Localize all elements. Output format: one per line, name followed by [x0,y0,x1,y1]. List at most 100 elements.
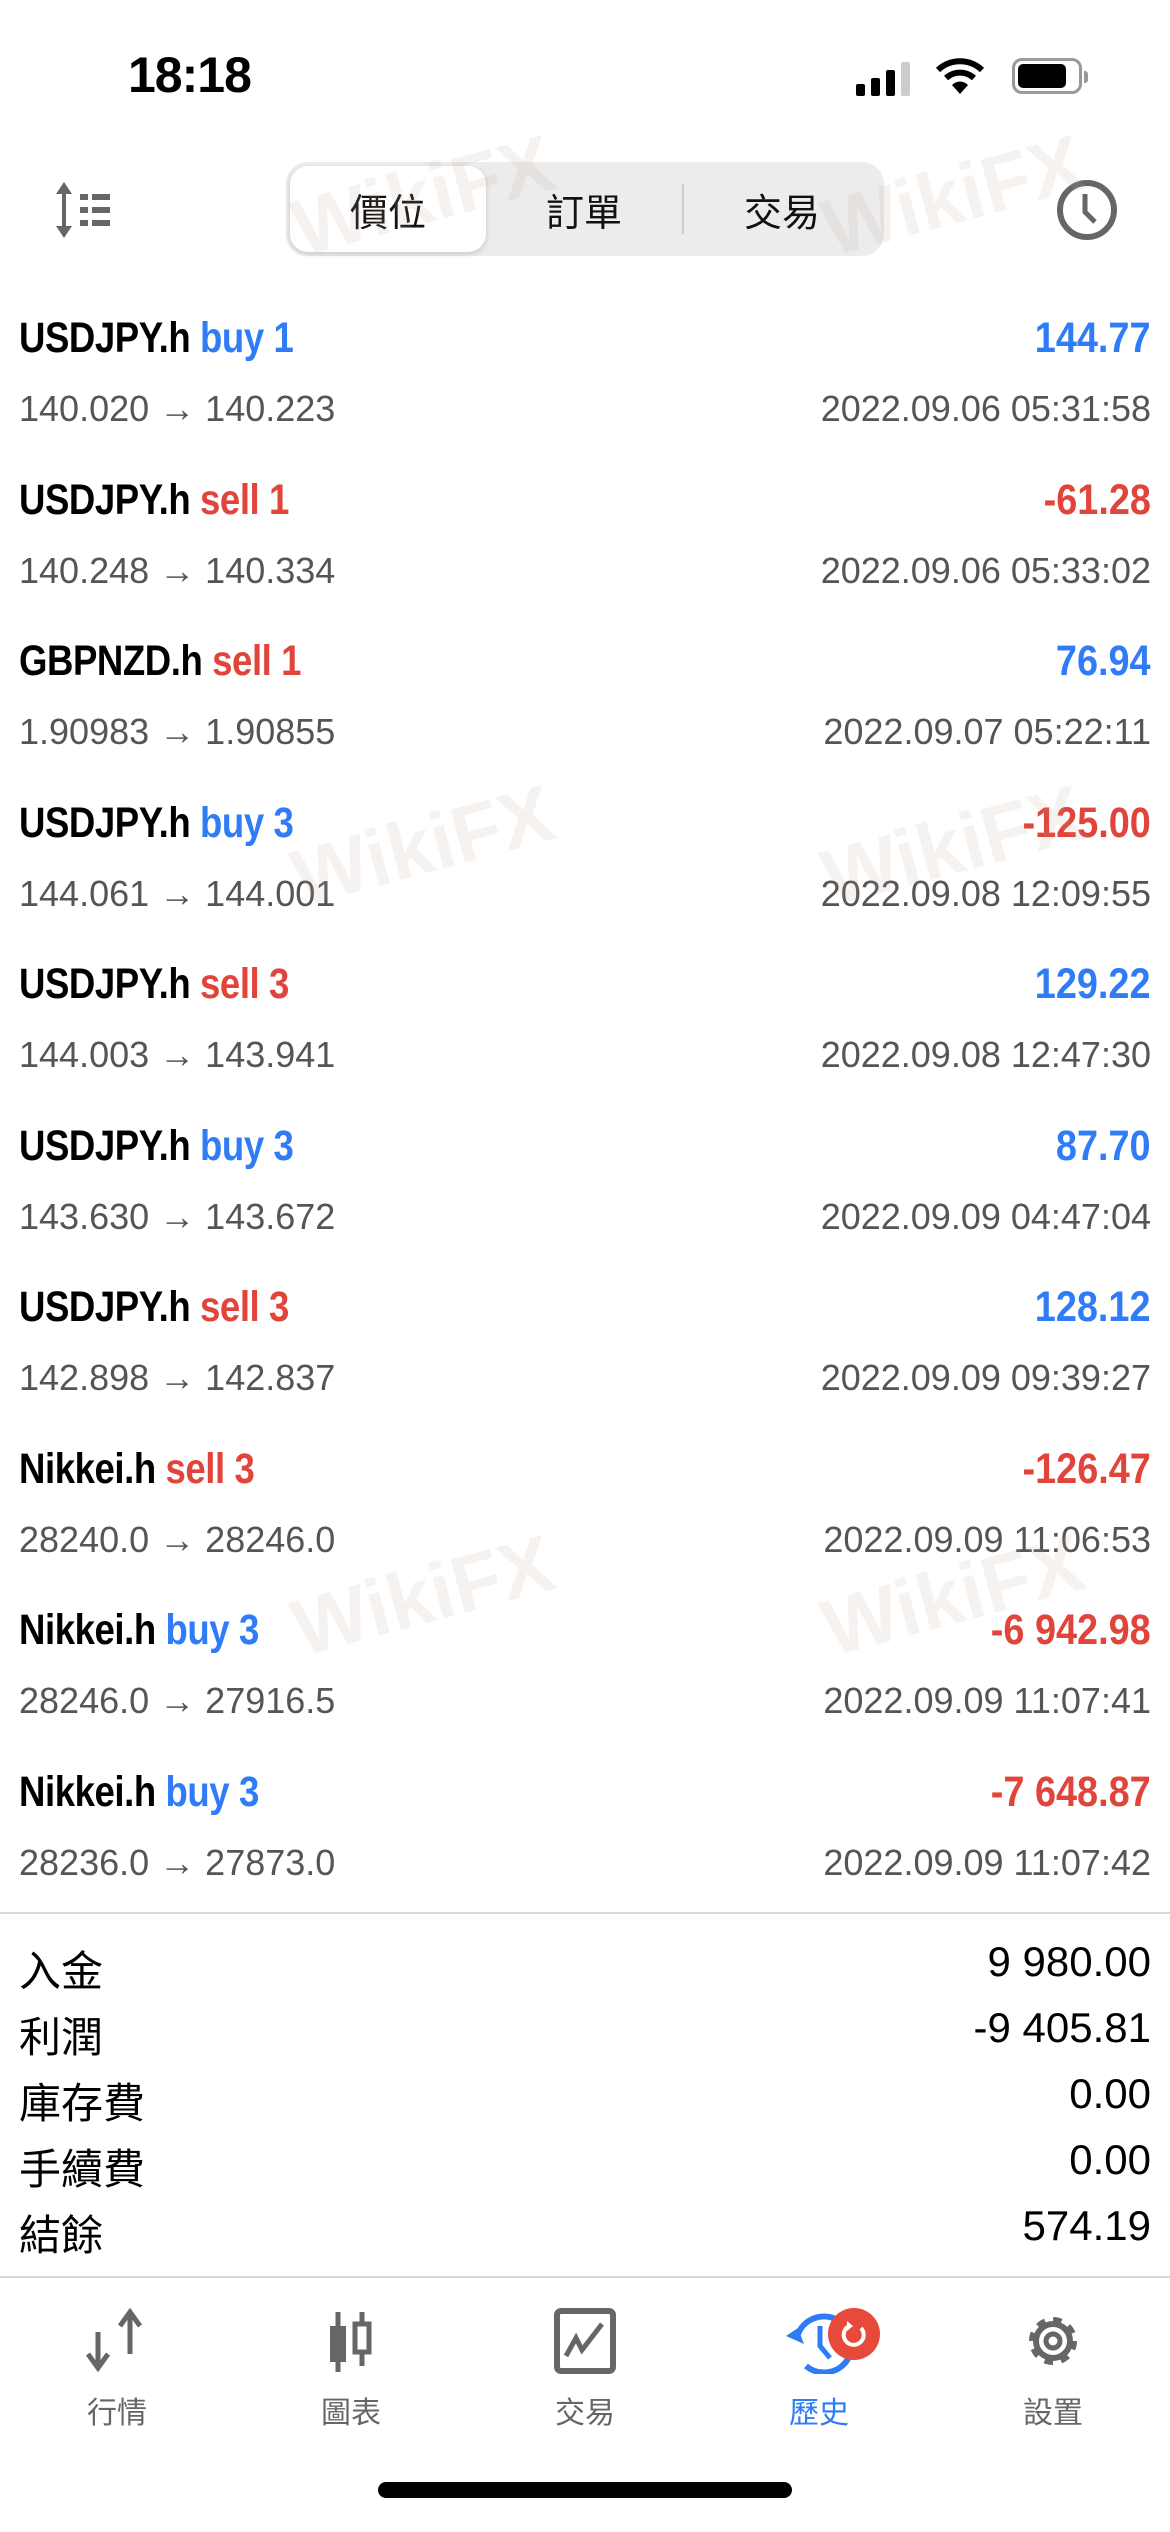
close-price: 142.837 [205,1357,336,1398]
trade-datetime: 2022.09.09 11:07:41 [823,1680,1151,1721]
summary-label: 手續費 [19,2146,146,2193]
trade-prices: 28246.0 → 27916.5 [19,1680,335,1722]
trade-symbol-line: USDJPY.h sell 3 [19,1283,289,1332]
trade-row[interactable]: GBPNZD.h sell 1 76.94 1.90983 → 1.90855 202… [0,631,1170,793]
summary-row: 結餘 574.19 [0,2196,1170,2262]
trade-symbol-line: USDJPY.h buy 3 [19,798,294,848]
trade-symbol-line: Nikkei.h buy 3 [19,1606,259,1655]
refresh-badge [828,2308,880,2360]
summary-value: 9 980.00 [987,1938,1152,1985]
segment-trades[interactable]: 交易 [743,192,820,235]
candlestick-chart-icon [330,2312,372,2372]
summary-label: 利潤 [19,2014,104,2061]
refresh-icon [841,2321,866,2347]
tab-trade[interactable]: 交易 [468,2280,702,2432]
trade-row[interactable]: USDJPY.h sell 1 -61.28 140.248 → 140.334 20… [0,470,1170,632]
tab-history[interactable]: 歷史 [702,2280,936,2432]
trade-datetime: 2022.09.06 05:31:58 [820,388,1151,429]
trade-symbol-line: Nikkei.h sell 3 [19,1444,255,1494]
summary-row: 手續費 0.00 [0,2130,1170,2196]
trade-side: buy 3 [200,798,294,847]
trade-profit: -7 648.87 [991,1767,1151,1816]
home-indicator[interactable] [378,2482,792,2498]
tab-quotes[interactable]: 行情 [0,2280,234,2432]
tabbar-divider [0,2276,1170,2278]
trade-side: sell 3 [165,1444,255,1493]
clock-icon[interactable] [1055,178,1119,242]
battery-icon [1012,58,1088,94]
trade-symbol: USDJPY.h [19,314,191,362]
segmented-control: 價位 訂單 交易 [286,162,884,256]
arrow-right-icon: → [159,549,196,591]
open-price: 28236.0 [19,1841,150,1883]
summary-label: 庫存費 [19,2080,146,2127]
trade-row[interactable]: Nikkei.h buy 3 -6 942.98 28246.0 → 27916.5… [0,1600,1170,1762]
trade-side: buy 3 [165,1767,260,1816]
trade-symbol-line: USDJPY.h sell 3 [19,960,289,1009]
trade-profit: 76.94 [1056,637,1151,685]
segment-orders[interactable]: 訂單 [545,192,622,235]
segment-price[interactable]: 價位 [290,166,486,252]
trade-symbol: USDJPY.h [19,475,191,524]
trade-profit: 128.12 [1035,1283,1151,1331]
status-bar: 18:18 [0,0,1170,140]
open-price: 28246.0 [19,1680,150,1721]
trade-symbol-line: Nikkei.h buy 3 [19,1768,259,1817]
tab-settings[interactable]: 設置 [936,2280,1170,2432]
trade-datetime: 2022.09.09 11:06:53 [823,1518,1151,1560]
trade-symbol: GBPNZD.h [19,637,203,685]
arrow-right-icon: → [159,1357,196,1398]
trade-row[interactable]: Nikkei.h buy 3 -7 648.87 28236.0 → 27873.0… [0,1762,1170,1924]
trade-row[interactable]: Nikkei.h sell 3 -126.47 28240.0 → 28246.0 2… [0,1439,1170,1601]
summary-label: 結餘 [19,2212,104,2259]
trade-symbol: USDJPY.h [19,798,191,847]
trade-profit: -61.28 [1043,475,1151,524]
open-price: 140.248 [19,549,150,591]
summary-label: 入金 [19,1948,104,1995]
settings-gear-icon [1029,2317,1077,2365]
trade-row[interactable]: USDJPY.h sell 3 128.12 142.898 → 142.837 20… [0,1277,1170,1439]
tab-label: 圖表 [321,2397,381,2430]
segment-divider [682,184,684,234]
trade-side: sell 1 [200,475,289,524]
arrow-right-icon: → [159,1034,196,1075]
trade-symbol: USDJPY.h [19,960,191,1008]
trade-row[interactable]: USDJPY.h sell 3 129.22 144.003 → 143.941 20… [0,954,1170,1116]
arrow-right-icon: → [159,388,196,429]
trade-row[interactable]: USDJPY.h buy 1 144.77 140.020 → 140.223 202… [0,308,1170,470]
trade-side: buy 1 [200,314,294,362]
trade-symbol: Nikkei.h [19,1767,156,1816]
summary-value: 0.00 [1069,2136,1151,2183]
trade-profit: -126.47 [1022,1444,1151,1493]
trade-prices: 28240.0 → 28246.0 [19,1519,335,1561]
quotes-arrows-icon [85,2308,143,2373]
summary-row: 利潤 -9 405.81 [0,1998,1170,2064]
trade-row[interactable]: USDJPY.h buy 3 -125.00 144.061 → 144.001 20… [0,793,1170,955]
summary-value: -9 405.81 [973,2004,1151,2051]
trade-datetime: 2022.09.09 04:47:04 [820,1195,1151,1237]
open-price: 140.020 [19,388,150,429]
arrow-right-icon: → [159,1518,196,1560]
open-price: 144.061 [19,872,150,914]
trade-side: sell 3 [200,960,289,1008]
trade-datetime: 2022.09.08 12:47:30 [820,1034,1151,1075]
trade-symbol: Nikkei.h [19,1606,156,1654]
trade-symbol: Nikkei.h [19,1444,156,1493]
open-price: 143.630 [19,1195,150,1237]
open-price: 142.898 [19,1357,150,1398]
trade-prices: 28236.0 → 27873.0 [19,1842,335,1884]
trade-datetime: 2022.09.09 11:07:42 [823,1841,1151,1883]
trade-profit: 144.77 [1035,314,1151,362]
trade-symbol: USDJPY.h [19,1121,191,1170]
tab-label: 設置 [1023,2397,1083,2430]
trade-prices: 140.248 → 140.334 [19,550,335,592]
open-price: 1.90983 [19,711,150,752]
status-time: 18:18 [128,47,252,103]
arrow-right-icon: → [159,711,196,752]
trade-history-list: USDJPY.h buy 1 144.77 140.020 → 140.223 202… [0,308,1170,1923]
tab-chart[interactable]: 圖表 [234,2280,468,2432]
sort-list-icon[interactable] [52,180,110,240]
trade-row[interactable]: USDJPY.h buy 3 87.70 143.630 → 143.672 2022… [0,1116,1170,1278]
trade-prices: 144.061 → 144.001 [19,873,335,915]
open-price: 144.003 [19,1034,150,1075]
